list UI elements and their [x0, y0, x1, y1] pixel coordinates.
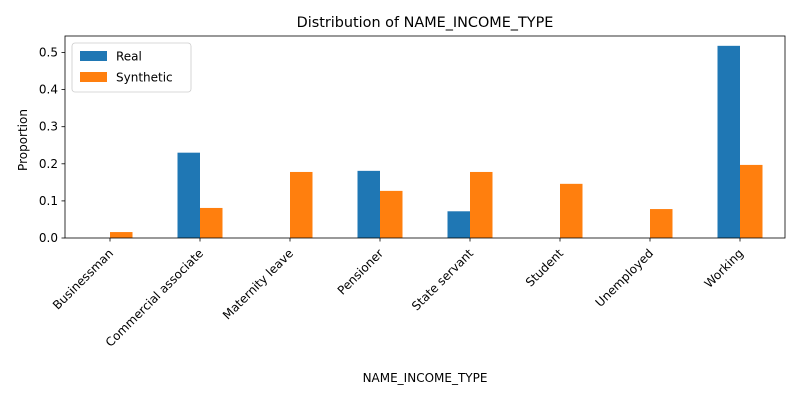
bar-real-7: [717, 45, 740, 238]
x-tick-label: State servant: [409, 246, 476, 313]
bar-real-3: [357, 170, 380, 238]
x-tick-label: Working: [702, 246, 747, 291]
y-tick-label: 0.0: [39, 231, 58, 245]
bar-synthetic-0: [110, 232, 133, 238]
chart-title: Distribution of NAME_INCOME_TYPE: [297, 15, 554, 31]
x-tick-label: Maternity leave: [220, 246, 296, 322]
y-tick-label: 0.3: [39, 120, 58, 134]
legend-swatch-real: [80, 51, 107, 61]
legend-swatch-synthetic: [80, 72, 107, 82]
legend-label-synthetic: Synthetic: [116, 71, 173, 85]
x-tick-label: Student: [523, 246, 567, 290]
x-tick-label: Unemployed: [593, 246, 657, 310]
y-tick-label: 0.4: [39, 83, 58, 97]
bars-layer: [110, 45, 763, 238]
y-tick-label: 0.1: [39, 194, 58, 208]
x-tick-label: Commercial associate: [103, 246, 206, 349]
y-tick-label: 0.2: [39, 157, 58, 171]
x-tick-label: Businessman: [50, 246, 116, 312]
bar-synthetic-3: [380, 190, 403, 238]
legend: Real Synthetic: [71, 42, 192, 93]
bar-synthetic-2: [290, 171, 313, 238]
plot-frame: [64, 35, 786, 239]
y-tick-label: 0.5: [39, 46, 58, 60]
x-tick-label: Pensioner: [335, 246, 386, 297]
legend-label-real: Real: [116, 50, 142, 64]
bar-synthetic-7: [740, 164, 763, 238]
y-axis: 0.0 0.1 0.2 0.3 0.4 0.5: [39, 46, 65, 245]
bar-synthetic-4: [470, 171, 493, 238]
y-axis-label: Proportion: [16, 109, 30, 171]
bar-real-4: [447, 211, 470, 238]
bar-real-1: [177, 152, 200, 238]
x-axis-label: NAME_INCOME_TYPE: [363, 371, 488, 385]
bar-synthetic-6: [650, 209, 673, 238]
bar-synthetic-5: [560, 183, 583, 238]
bar-synthetic-1: [200, 207, 223, 238]
